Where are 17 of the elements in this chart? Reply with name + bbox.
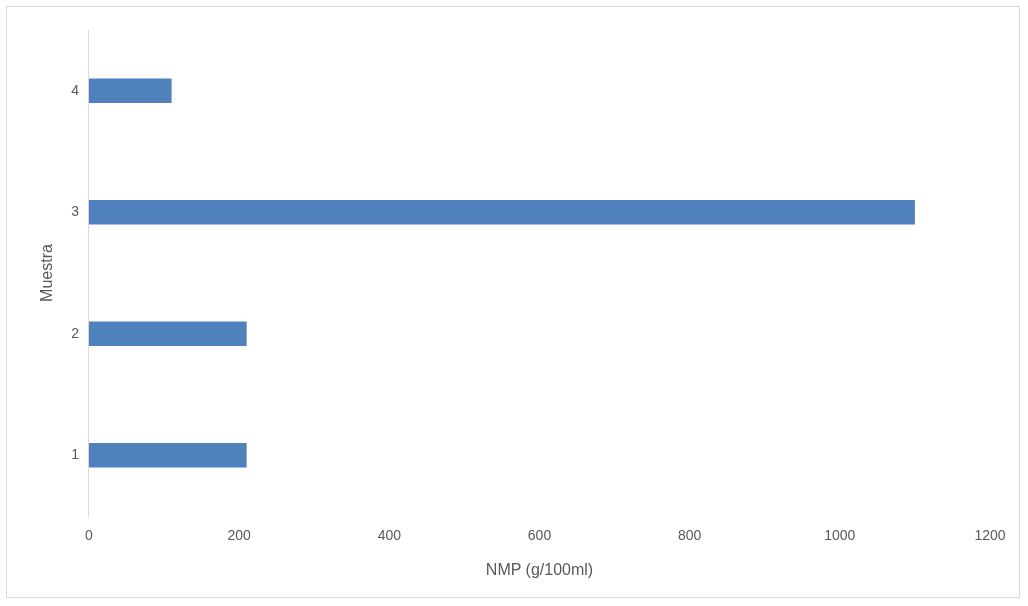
x-tick-label: 200: [227, 527, 252, 544]
bar: [88, 78, 172, 103]
x-tick-label: 1200: [974, 527, 1006, 544]
bar: [88, 443, 247, 468]
bar: [88, 200, 915, 225]
y-tick-label: 3: [71, 203, 80, 220]
x-tick-label: 800: [677, 527, 702, 544]
x-tick-label: 400: [377, 527, 402, 544]
bar: [88, 321, 247, 346]
y-tick-label: 1: [71, 446, 80, 463]
y-axis-title: Muestra: [38, 244, 56, 302]
x-tick-label: 1000: [824, 527, 856, 544]
x-axis-title: NMP (g/100ml): [485, 560, 594, 578]
x-tick-label: 0: [85, 527, 94, 544]
y-tick-label: 2: [71, 324, 80, 341]
x-tick-label: 600: [527, 527, 552, 544]
y-tick-label: 4: [71, 81, 80, 98]
